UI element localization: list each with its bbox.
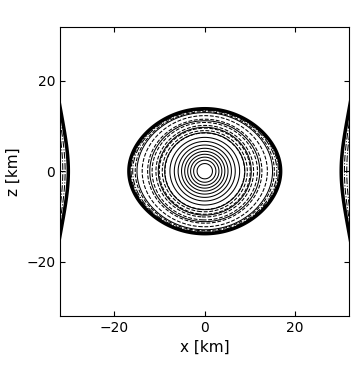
Y-axis label: z [km]: z [km] xyxy=(6,147,21,195)
X-axis label: x [km]: x [km] xyxy=(180,340,230,355)
